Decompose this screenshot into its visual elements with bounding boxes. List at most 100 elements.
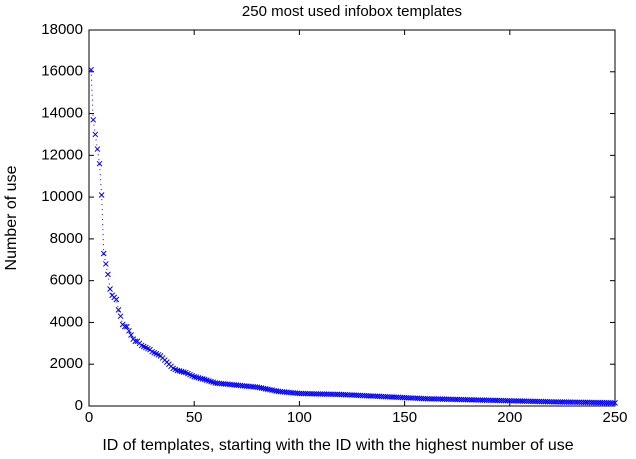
- x-marker: [536, 398, 543, 405]
- x-tick-label: 150: [392, 409, 417, 426]
- x-marker: [262, 386, 269, 392]
- x-marker: [191, 373, 198, 380]
- x-marker: [117, 313, 124, 320]
- x-marker: [448, 396, 454, 403]
- x-marker: [561, 399, 568, 405]
- x-marker: [565, 399, 572, 405]
- x-marker: [271, 387, 278, 394]
- x-marker: [334, 391, 341, 398]
- x-marker: [553, 399, 559, 405]
- x-marker: [128, 332, 134, 338]
- x-marker: [506, 397, 513, 404]
- x-marker: [102, 261, 109, 267]
- x-tick-label: 0: [85, 409, 93, 426]
- x-marker: [422, 395, 429, 402]
- x-marker: [534, 398, 541, 405]
- x-marker: [445, 396, 452, 403]
- x-marker: [494, 397, 501, 404]
- x-marker: [458, 396, 465, 403]
- x-marker: [180, 369, 187, 376]
- x-marker: [570, 399, 576, 406]
- x-marker: [431, 396, 437, 402]
- x-marker: [557, 399, 564, 405]
- x-marker: [515, 398, 522, 404]
- x-marker: [481, 397, 488, 404]
- x-marker: [549, 398, 555, 405]
- x-marker: [321, 391, 328, 397]
- x-marker: [605, 399, 612, 406]
- x-marker: [513, 398, 519, 404]
- x-marker: [456, 396, 463, 403]
- x-marker: [296, 390, 303, 397]
- x-marker: [584, 399, 591, 406]
- x-marker: [92, 131, 99, 138]
- x-marker: [612, 400, 618, 406]
- x-marker: [483, 397, 490, 404]
- x-marker: [551, 399, 557, 405]
- x-marker: [115, 307, 122, 313]
- x-marker: [323, 391, 330, 398]
- x-marker: [471, 397, 477, 403]
- x-marker: [443, 396, 450, 403]
- x-marker: [90, 116, 97, 123]
- x-marker: [254, 384, 261, 391]
- x-marker: [304, 390, 311, 397]
- y-tick-label: 10000: [41, 188, 83, 205]
- x-marker: [426, 395, 433, 402]
- x-marker: [258, 385, 265, 391]
- x-marker: [572, 399, 578, 406]
- x-marker: [450, 396, 456, 403]
- x-marker: [330, 391, 336, 398]
- x-marker: [197, 375, 204, 382]
- x-marker: [593, 399, 599, 406]
- x-tick-label: 250: [602, 409, 627, 426]
- x-marker: [523, 398, 530, 405]
- y-axis-label: Number of use: [3, 165, 20, 270]
- x-marker: [113, 296, 120, 303]
- x-marker: [544, 398, 551, 405]
- x-marker: [542, 398, 549, 405]
- x-marker: [599, 399, 606, 406]
- x-marker: [485, 397, 492, 404]
- chart-title: 250 most used infobox templates: [242, 3, 462, 20]
- x-marker: [462, 396, 469, 403]
- x-marker: [256, 384, 263, 391]
- x-marker: [527, 398, 534, 405]
- x-marker: [502, 397, 509, 404]
- x-marker: [607, 399, 614, 406]
- plot-frame: [88, 29, 616, 407]
- y-tick-label: 12000: [41, 146, 83, 163]
- x-marker: [538, 398, 545, 405]
- x-marker: [488, 397, 494, 404]
- x-marker: [441, 396, 448, 403]
- x-marker: [525, 398, 532, 405]
- x-marker: [424, 395, 431, 402]
- x-marker: [124, 323, 130, 330]
- x-marker: [546, 398, 553, 405]
- x-marker: [298, 390, 305, 397]
- x-marker: [563, 399, 570, 405]
- x-marker: [582, 399, 589, 406]
- x-marker: [580, 399, 587, 406]
- x-axis-label: ID of templates, starting with the ID wi…: [102, 437, 573, 454]
- x-marker: [433, 396, 440, 402]
- x-marker: [460, 396, 467, 403]
- x-marker: [132, 338, 139, 345]
- x-marker: [300, 390, 307, 397]
- y-tick-label: 6000: [50, 272, 83, 289]
- x-marker: [498, 397, 505, 404]
- x-marker: [500, 397, 507, 404]
- x-marker: [601, 399, 608, 406]
- x-marker: [589, 399, 595, 406]
- x-marker: [479, 397, 486, 403]
- x-marker: [307, 390, 313, 397]
- x-marker: [477, 397, 484, 403]
- x-marker: [317, 391, 324, 397]
- x-marker: [435, 396, 442, 402]
- x-marker: [610, 399, 616, 406]
- x-tick-label: 100: [287, 409, 312, 426]
- x-marker: [332, 391, 339, 398]
- x-marker: [532, 398, 538, 405]
- x-marker: [439, 396, 446, 402]
- x-marker: [319, 391, 326, 397]
